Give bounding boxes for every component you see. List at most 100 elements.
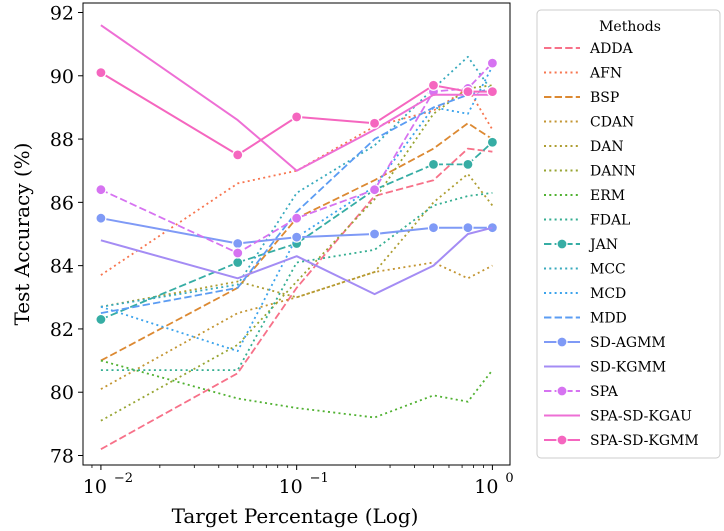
series-spa-sd-kgau — [100, 24, 493, 172]
legend-item-mdd: MDD — [544, 311, 627, 327]
series-line — [100, 359, 494, 419]
legend-label: SPA-SD-KGAU — [590, 409, 692, 425]
y-axis-label: Test Accuracy (%) — [10, 143, 34, 326]
series-dan — [100, 172, 494, 308]
series-mcc — [100, 55, 494, 308]
legend-label: BSP — [590, 90, 619, 106]
legend-label: CDAN — [590, 115, 634, 131]
y-tick-label: 78 — [50, 446, 74, 468]
legend-label: SPA-SD-KGMM — [590, 433, 699, 449]
data-point — [486, 136, 499, 148]
data-point — [232, 256, 244, 269]
legend-item-spa-sd-kgmm: SPA-SD-KGMM — [544, 433, 699, 449]
legend-label: MCC — [590, 262, 626, 278]
legend-item-sd-agmm: SD-AGMM — [544, 335, 666, 351]
legend-item-afn: AFN — [544, 66, 622, 82]
data-point — [486, 86, 499, 98]
legend-item-dann: DANN — [544, 164, 636, 180]
series-line — [100, 24, 493, 172]
data-point — [232, 149, 244, 161]
series-line — [100, 226, 493, 296]
legend-label: MCD — [590, 286, 626, 302]
series-mcd — [100, 65, 494, 353]
legend-item-mcc: MCC — [544, 262, 626, 278]
data-point — [368, 117, 381, 129]
series-layer — [95, 24, 499, 450]
data-point — [462, 158, 474, 170]
legend-marker — [556, 385, 568, 397]
legend-item-bsp: BSP — [544, 90, 619, 106]
data-point — [427, 222, 440, 234]
data-point — [486, 57, 499, 69]
legend-item-mcd: MCD — [544, 286, 626, 302]
data-point — [291, 111, 303, 123]
data-point — [232, 237, 244, 250]
x-tick-exponent: −1 — [310, 471, 329, 486]
x-tick-label: 10 — [83, 476, 107, 498]
x-tick-exponent: −2 — [114, 471, 133, 486]
legend-marker — [556, 434, 568, 446]
legend-item-adda: ADDA — [544, 41, 634, 57]
data-point — [368, 184, 381, 196]
series-line — [100, 55, 494, 308]
y-tick-label: 84 — [50, 256, 74, 278]
data-point — [368, 228, 381, 240]
y-tick-label: 86 — [50, 192, 74, 214]
series-line — [100, 172, 494, 308]
legend-label: ERM — [590, 188, 625, 204]
series-line — [100, 147, 493, 450]
legend-item-dan: DAN — [544, 139, 624, 155]
y-tick-label: 90 — [50, 66, 74, 88]
x-tick-label: 10 — [279, 476, 303, 498]
legend-item-jan: JAN — [544, 237, 618, 253]
legend-label: SD-KGMM — [590, 360, 666, 376]
legend-label: ADDA — [589, 41, 634, 57]
legend-item-fdal: FDAL — [544, 213, 630, 229]
legend-box — [536, 9, 721, 459]
legend-label: JAN — [588, 237, 618, 253]
data-point — [95, 67, 107, 79]
data-point — [427, 79, 440, 91]
data-point — [291, 212, 303, 224]
data-point — [427, 158, 440, 170]
series-adda — [100, 147, 493, 450]
series-sd-kgmm — [100, 226, 493, 296]
y-tick-label: 88 — [50, 129, 74, 151]
y-tick-label: 80 — [50, 382, 74, 404]
x-tick-exponent: 0 — [505, 471, 513, 486]
legend-marker — [556, 238, 568, 250]
x-axis-label: Target Percentage (Log) — [172, 504, 419, 528]
data-point — [486, 222, 499, 234]
legend-label: SPA — [590, 384, 619, 400]
data-point — [462, 222, 474, 234]
y-axis: 78 80 82 84 86 88 90 92 — [50, 2, 83, 468]
data-point — [462, 86, 474, 98]
data-point — [95, 184, 107, 196]
legend-label: SD-AGMM — [590, 335, 666, 351]
legend-marker — [556, 336, 568, 348]
legend-title: Methods — [599, 19, 661, 35]
legend: Methods ADDA AFN BSP CDAN DAN DANN ERM FDAL JAN M… — [536, 9, 721, 459]
legend-label: DANN — [590, 164, 636, 180]
y-tick-label: 82 — [50, 319, 74, 341]
x-tick-label: 10 — [474, 476, 498, 498]
y-tick-label: 92 — [50, 2, 74, 24]
data-point — [95, 313, 107, 326]
legend-label: MDD — [590, 311, 627, 327]
legend-label: DAN — [590, 139, 624, 155]
legend-item-sd-kgmm: SD-KGMM — [544, 360, 666, 376]
series-sd-agmm — [95, 212, 499, 250]
legend-label: AFN — [589, 66, 622, 82]
data-point — [291, 231, 303, 243]
data-point — [232, 247, 244, 259]
legend-item-erm: ERM — [544, 188, 625, 204]
series-dann — [100, 84, 493, 422]
legend-item-spa: SPA — [544, 384, 619, 400]
series-erm — [100, 359, 494, 419]
x-axis: 10 −2 10 −1 10 0 — [83, 465, 514, 498]
series-line — [100, 65, 494, 353]
legend-item-cdan: CDAN — [544, 115, 634, 131]
series-line — [100, 84, 493, 422]
data-point — [95, 212, 107, 224]
